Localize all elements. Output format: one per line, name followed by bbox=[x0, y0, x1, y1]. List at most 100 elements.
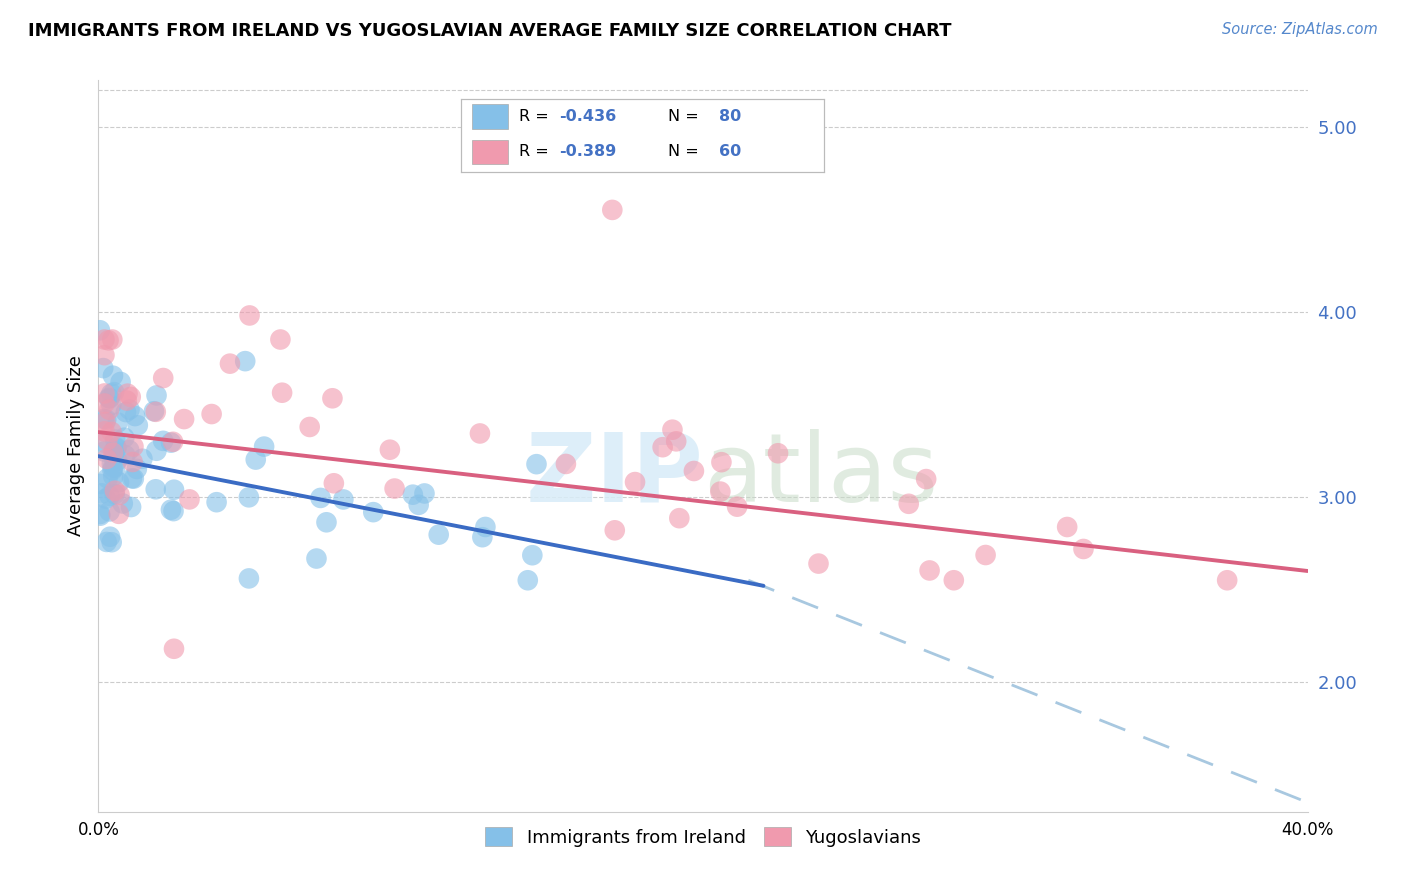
Point bbox=[160, 435, 183, 450]
Point bbox=[98, 402, 121, 417]
Point bbox=[205, 495, 228, 509]
Point bbox=[974, 548, 997, 562]
Point bbox=[101, 445, 124, 459]
Point bbox=[89, 508, 111, 523]
Point bbox=[100, 425, 122, 439]
Point bbox=[807, 557, 830, 571]
Legend: Immigrants from Ireland, Yugoslavians: Immigrants from Ireland, Yugoslavians bbox=[478, 820, 928, 854]
Point bbox=[271, 385, 294, 400]
Point bbox=[104, 483, 127, 498]
Point bbox=[93, 425, 115, 439]
Point bbox=[114, 448, 136, 462]
Point bbox=[101, 463, 124, 477]
Text: ZIP: ZIP bbox=[524, 429, 703, 522]
Point bbox=[152, 371, 174, 385]
Point bbox=[104, 433, 127, 447]
Point bbox=[233, 354, 256, 368]
Point bbox=[269, 333, 291, 347]
Point bbox=[118, 402, 141, 417]
Point bbox=[98, 489, 121, 503]
Point bbox=[100, 535, 122, 549]
Point bbox=[121, 471, 143, 485]
Point bbox=[378, 442, 401, 457]
Point bbox=[122, 440, 145, 454]
Point bbox=[131, 451, 153, 466]
Point bbox=[239, 309, 262, 323]
Point bbox=[152, 434, 174, 448]
Point bbox=[602, 202, 624, 217]
Point bbox=[408, 498, 430, 512]
Point bbox=[163, 641, 186, 656]
Point bbox=[145, 483, 167, 497]
Point bbox=[89, 477, 111, 491]
Point bbox=[110, 375, 132, 389]
Point bbox=[93, 348, 115, 362]
Point bbox=[474, 520, 496, 534]
Point bbox=[107, 507, 129, 521]
Point bbox=[709, 484, 731, 499]
Point bbox=[413, 486, 436, 500]
Point bbox=[89, 323, 111, 337]
Point bbox=[100, 386, 122, 401]
Point bbox=[315, 516, 337, 530]
Point bbox=[668, 511, 690, 525]
Point bbox=[101, 460, 124, 475]
Point bbox=[115, 405, 138, 419]
Point bbox=[665, 434, 688, 449]
Point bbox=[112, 431, 135, 445]
Point bbox=[117, 386, 139, 401]
Point bbox=[98, 504, 121, 518]
Point bbox=[93, 444, 115, 458]
Point bbox=[105, 453, 128, 467]
Text: atlas: atlas bbox=[703, 429, 938, 522]
Point bbox=[101, 368, 124, 383]
Point bbox=[97, 334, 120, 348]
Point bbox=[125, 462, 148, 476]
Point bbox=[651, 440, 673, 454]
Point bbox=[201, 407, 224, 421]
Point bbox=[471, 530, 494, 544]
Point bbox=[661, 423, 683, 437]
Point bbox=[127, 418, 149, 433]
Point bbox=[93, 333, 115, 347]
Point bbox=[516, 574, 538, 588]
Point bbox=[93, 386, 115, 401]
Point bbox=[942, 574, 965, 588]
Point bbox=[103, 450, 125, 465]
Point bbox=[468, 426, 491, 441]
Point bbox=[1216, 574, 1239, 588]
Point bbox=[522, 548, 544, 562]
Point bbox=[105, 441, 128, 455]
Point bbox=[100, 398, 122, 412]
Point bbox=[361, 505, 384, 519]
Point bbox=[163, 483, 186, 497]
Point bbox=[96, 433, 118, 447]
Point bbox=[145, 443, 167, 458]
Point bbox=[162, 504, 184, 518]
Point bbox=[321, 391, 343, 405]
Point bbox=[710, 455, 733, 469]
Point bbox=[160, 502, 183, 516]
Point bbox=[120, 390, 142, 404]
Point bbox=[897, 497, 920, 511]
Point bbox=[179, 492, 201, 507]
Point bbox=[173, 412, 195, 426]
Point bbox=[96, 535, 118, 549]
Point bbox=[145, 405, 167, 419]
Point bbox=[624, 475, 647, 489]
Point bbox=[94, 415, 117, 429]
Point bbox=[915, 472, 938, 486]
Point bbox=[96, 412, 118, 426]
Point bbox=[305, 551, 328, 566]
Point bbox=[766, 446, 789, 460]
Point bbox=[98, 392, 121, 406]
Point bbox=[1056, 520, 1078, 534]
Point bbox=[101, 333, 124, 347]
Point bbox=[94, 491, 117, 506]
Point bbox=[108, 475, 131, 490]
Point bbox=[603, 524, 626, 538]
Point bbox=[103, 385, 125, 400]
Point bbox=[89, 507, 111, 521]
Point bbox=[124, 409, 146, 423]
Point bbox=[103, 469, 125, 483]
